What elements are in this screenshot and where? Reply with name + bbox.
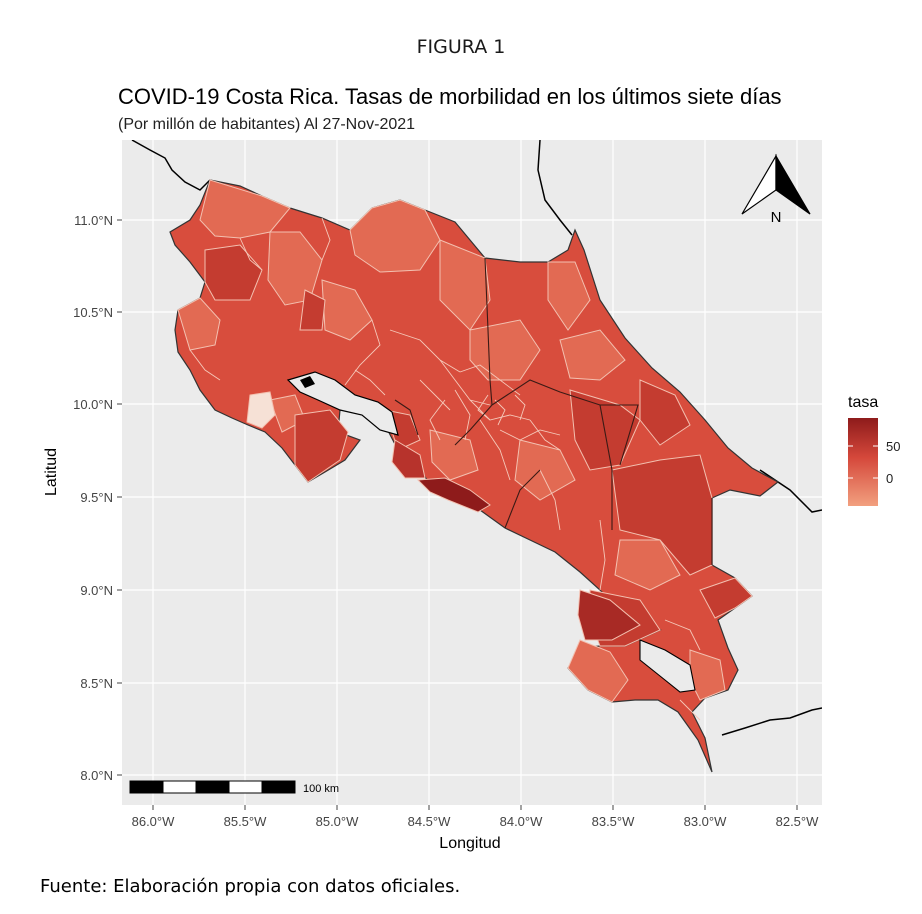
figure-label: FIGURA 1 [416,36,506,58]
x-tick-label: 84.5°W [408,814,452,829]
gulf-of-nicoya [286,371,399,436]
nicaragua-caribbean-coast [537,140,573,236]
x-tick-label: 84.0°W [500,814,544,829]
y-tick-label: 10.0°N [73,397,113,412]
y-axis-title: Latitud [43,448,60,496]
y-tick-label: 9.0°N [80,583,113,598]
scale-bar: 100 km [129,780,339,795]
x-tick-label: 86.0°W [132,814,176,829]
map-title: COVID-19 Costa Rica. Tasas de morbilidad… [118,84,782,109]
x-tick-label: 82.5°W [776,814,820,829]
golfo-dulce [639,639,696,693]
x-axis-title: Longitud [439,835,500,852]
north-arrow: N [741,153,811,226]
y-axis: 11.0°N 10.5°N 10.0°N 9.5°N 9.0°N 8.5°N 8… [73,213,122,783]
gulf-island [300,376,315,388]
y-tick-label: 8.5°N [80,676,113,691]
legend-label: 50 [886,439,900,454]
x-tick-label: 85.0°W [316,814,360,829]
scale-bar-label: 100 km [303,783,339,795]
canton-borders [189,217,701,721]
legend: tasa 50 0 [848,394,900,506]
y-tick-label: 11.0°N [74,213,113,228]
province-borders [394,257,713,565]
canton-high-south [577,589,641,641]
legend-colorbar [848,418,878,506]
canton-high-west-coast [391,439,426,479]
x-tick-label: 85.5°W [224,814,268,829]
x-tick-label: 83.5°W [592,814,636,829]
y-tick-label: 10.5°N [73,305,113,320]
x-axis: 86.0°W 85.5°W 85.0°W 84.5°W 84.0°W 83.5°… [132,805,820,829]
canton-lowest-rate [246,391,276,429]
canton-highest-rate [416,477,491,513]
y-tick-label: 8.0°N [80,768,113,783]
map-subtitle: (Por millón de habitantes) Al 27-Nov-202… [118,116,416,133]
legend-title: tasa [848,394,878,411]
legend-label: 0 [886,471,893,486]
nicaragua-coastline [131,140,211,191]
y-tick-label: 9.5°N [80,490,113,505]
x-tick-label: 83.0°W [684,814,728,829]
north-arrow-label: N [771,209,782,226]
source-note: Fuente: Elaboración propia con datos ofi… [40,876,461,897]
